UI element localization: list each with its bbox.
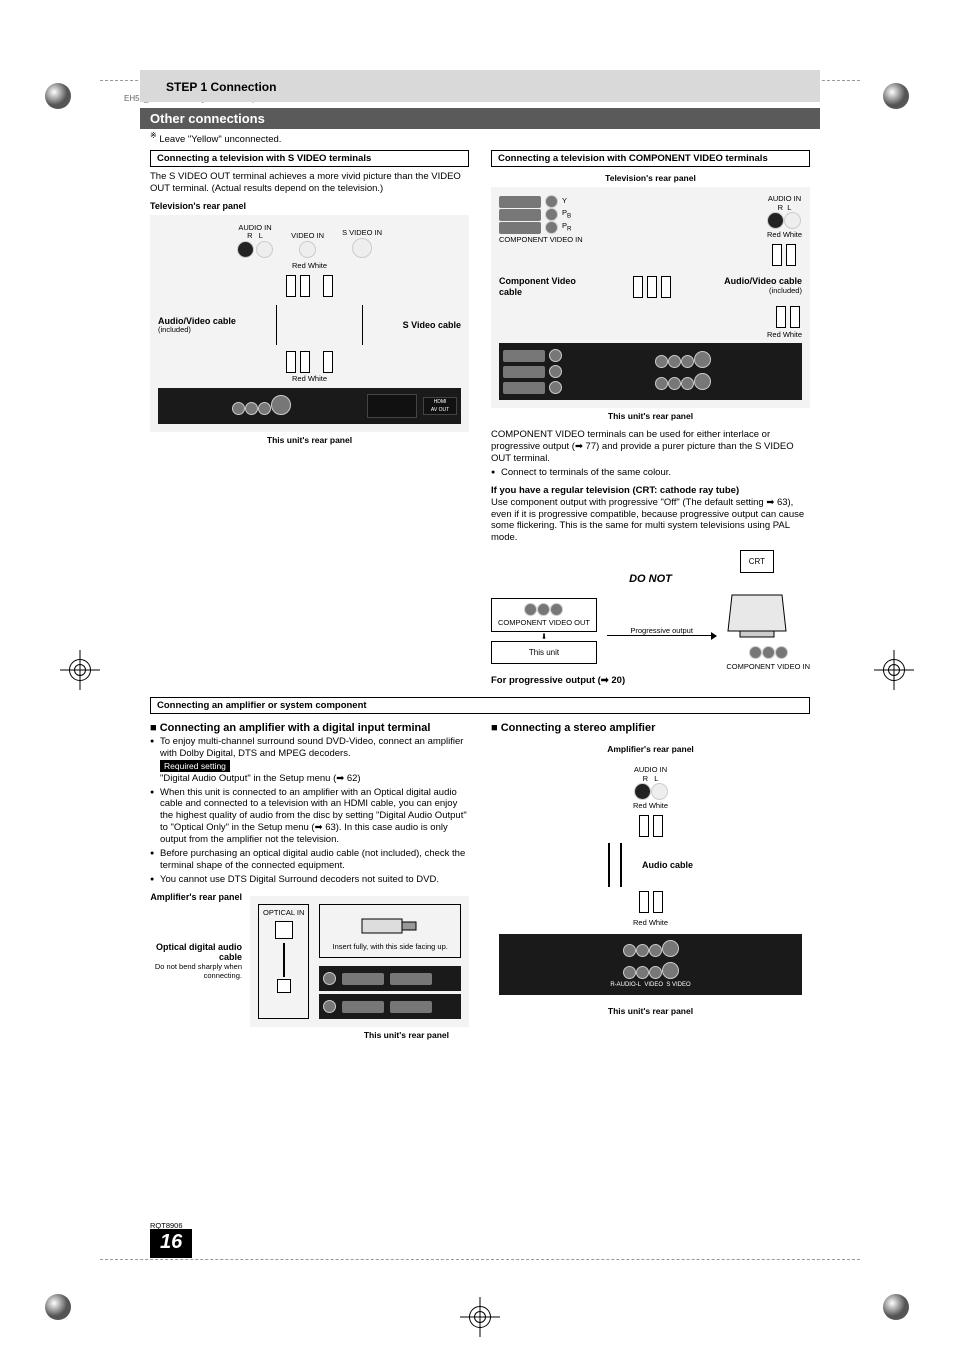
- print-mark-tl: [44, 82, 72, 110]
- page-number: 16: [150, 1229, 192, 1258]
- amp-columns: Connecting an amplifier with a digital i…: [140, 718, 820, 1040]
- optical-plug-icon: [360, 911, 420, 941]
- step-header: STEP 1 Connection: [140, 70, 820, 102]
- amp-title: Connecting an amplifier or system compon…: [150, 697, 810, 714]
- arrow-icon: [607, 635, 716, 636]
- print-mark-bl: [44, 1293, 72, 1321]
- crt-tv-icon: [726, 591, 788, 641]
- asterisk-icon: ※: [150, 131, 157, 140]
- stereo-diagram: AUDIO IN R L Red White Audio cable Red W…: [491, 758, 810, 1003]
- component-diagram: Y PB PR COMPONENT VIDEO IN AUDIO IN R L …: [491, 187, 810, 408]
- svideo-title: Connecting a television with S VIDEO ter…: [150, 150, 469, 167]
- component-bullet: Connect to terminals of the same colour.: [501, 467, 810, 479]
- section-band: Other connections: [140, 108, 820, 129]
- do-not: DO NOT: [491, 573, 810, 585]
- component-para: COMPONENT VIDEO terminals can be used fo…: [491, 429, 810, 465]
- component-col: Connecting a television with COMPONENT V…: [491, 150, 810, 687]
- print-mark-br: [882, 1293, 910, 1321]
- rw1: Red White: [158, 262, 461, 271]
- print-mark-tr: [882, 82, 910, 110]
- unit-rear-component: [499, 343, 802, 400]
- svideo-para: The S VIDEO OUT terminal achieves a more…: [150, 171, 469, 195]
- unit-rear-svideo: HDMIAV OUT: [158, 388, 461, 424]
- amp-digital-col: Connecting an amplifier with a digital i…: [150, 722, 469, 1040]
- optical-diagram: OPTICAL IN Insert fully, with this side …: [250, 896, 469, 1028]
- crosshair-right: [874, 650, 914, 690]
- required-setting: Required setting: [160, 760, 230, 773]
- stereo-head: Connecting a stereo amplifier: [491, 722, 810, 734]
- digital-head: Connecting an amplifier with a digital i…: [150, 722, 469, 734]
- crosshair-bottom: [460, 1297, 500, 1337]
- component-title: Connecting a television with COMPONENT V…: [491, 150, 810, 167]
- amp-stereo-col: Connecting a stereo amplifier Amplifier'…: [491, 722, 810, 1040]
- unit-rear-caption-l: This unit's rear panel: [150, 435, 469, 445]
- leave-note: Leave "Yellow" unconnected.: [159, 134, 281, 145]
- crosshair-left: [60, 650, 100, 690]
- page: STEP 1 Connection Other connections ※ Le…: [140, 70, 820, 1270]
- svideo-diagram: AUDIO IN R L VIDEO IN S VIDEO IN: [150, 215, 469, 432]
- tv-rear-label: Television's rear panel: [150, 201, 469, 211]
- top-columns: Connecting a television with S VIDEO ter…: [140, 146, 820, 687]
- svideo-col: Connecting a television with S VIDEO ter…: [150, 150, 469, 687]
